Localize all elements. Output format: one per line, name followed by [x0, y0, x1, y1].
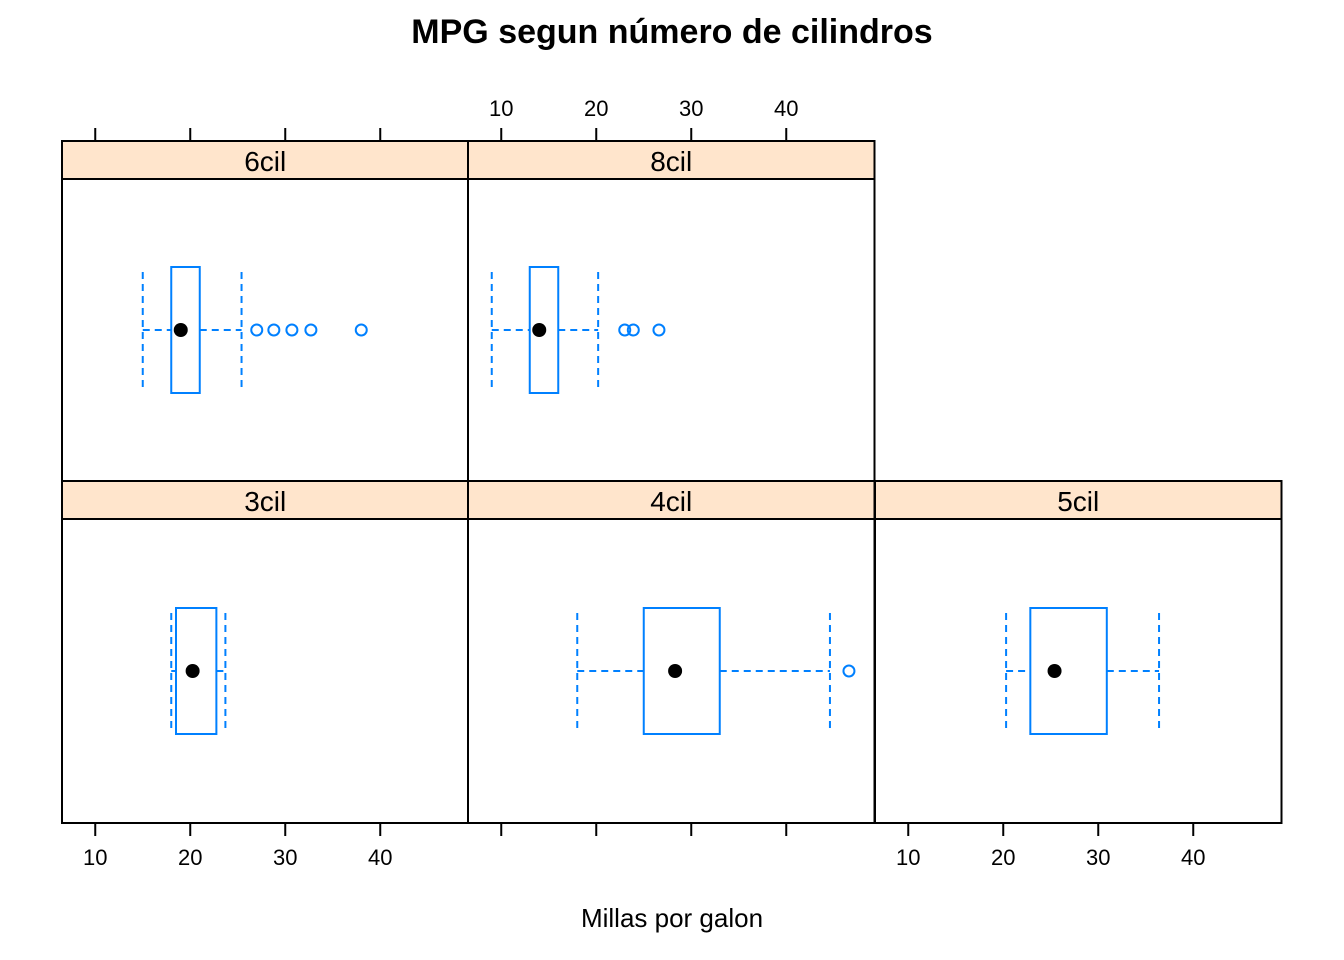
strip: [874, 480, 1283, 520]
outlier-point: [626, 323, 640, 337]
outlier-point: [267, 323, 281, 337]
x-tick-label: 40: [1181, 845, 1205, 870]
strip-label: 5cil: [1057, 486, 1099, 517]
x-tick-label: 30: [273, 845, 297, 870]
x-tick-label: 10: [896, 845, 920, 870]
bottom-axis-col2: [500, 823, 788, 836]
box: [528, 266, 560, 394]
strip-label: 4cil: [650, 486, 692, 517]
x-axis-label: Millas por galon: [581, 903, 763, 933]
outlier-point: [285, 323, 299, 337]
x-tick-label: 30: [1086, 845, 1110, 870]
axes-group: 10 20 30 40 10 20 30 40 10 20 30 40: [83, 96, 1205, 870]
panel-5cil: 5cil: [874, 480, 1283, 824]
strip: [467, 480, 876, 520]
panel-frame: [874, 518, 1283, 824]
bottom-axis-col3: 10 20 30 40: [896, 823, 1205, 870]
x-tick-label: 20: [178, 845, 202, 870]
median-dot: [173, 323, 188, 337]
median-dot: [532, 323, 547, 337]
outlier-point: [304, 323, 318, 337]
x-tick-label: 30: [679, 96, 703, 121]
median-dot: [185, 664, 200, 678]
panel-frame: [61, 178, 470, 482]
bottom-axis-col1: 10 20 30 40: [83, 823, 392, 870]
box: [1029, 607, 1108, 735]
x-tick-label: 10: [489, 96, 513, 121]
panel-frame: [61, 518, 470, 824]
chart-title: MPG segun número de cilindros: [411, 13, 932, 51]
outlier-point: [842, 664, 856, 678]
strip: [61, 480, 470, 520]
box: [170, 266, 201, 394]
top-axis-col2: 10 20 30 40: [489, 96, 798, 141]
outlier-point: [618, 323, 632, 337]
strip-label: 8cil: [650, 146, 692, 177]
panels-group: 3cil 4cil 5cil 6cil 8cil: [61, 140, 1283, 824]
top-axis-col1: [94, 128, 382, 141]
x-tick-label: 40: [774, 96, 798, 121]
box: [175, 607, 218, 735]
x-tick-label: 10: [83, 845, 107, 870]
median-dot: [668, 664, 683, 678]
panel-3cil: 3cil: [61, 480, 470, 824]
strip-label: 6cil: [244, 146, 286, 177]
x-tick-label: 20: [584, 96, 608, 121]
panel-4cil: 4cil: [467, 480, 876, 824]
box: [642, 607, 721, 735]
strip: [61, 140, 470, 180]
median-dot: [1047, 664, 1062, 678]
outlier-point: [354, 323, 368, 337]
strip-label: 3cil: [244, 486, 286, 517]
strip: [467, 140, 876, 180]
x-tick-label: 40: [368, 845, 392, 870]
panel-6cil: 6cil: [61, 140, 470, 482]
panel-8cil: 8cil: [467, 140, 876, 482]
outlier-point: [250, 323, 264, 337]
x-tick-label: 20: [991, 845, 1015, 870]
outlier-point: [652, 323, 666, 337]
